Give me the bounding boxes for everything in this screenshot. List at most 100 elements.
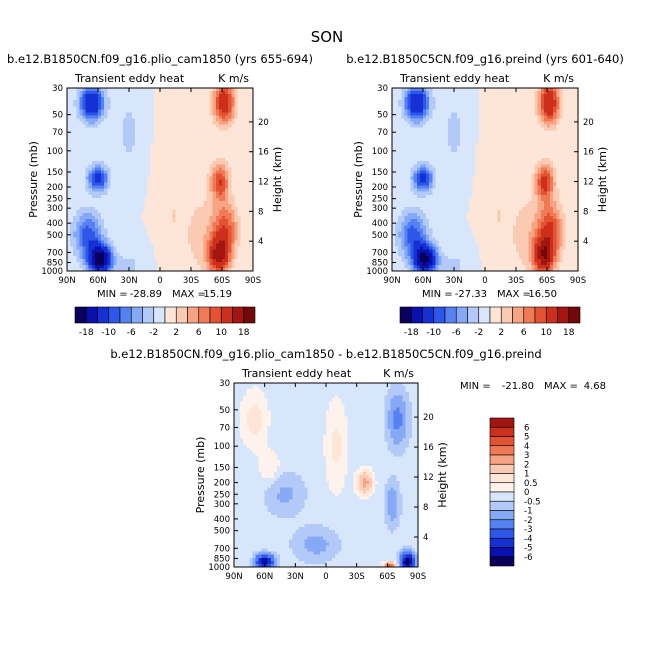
field-cell [104, 255, 108, 260]
field-cell [178, 103, 183, 107]
field-cell [395, 152, 399, 156]
field-cell [144, 88, 149, 92]
field-cell [457, 167, 461, 171]
field-cell [407, 133, 412, 138]
field-cell [423, 210, 427, 214]
field-cell [172, 112, 177, 117]
field-cell [225, 121, 229, 126]
field-cell [435, 158, 440, 162]
field-cell [200, 252, 204, 257]
field-cell [178, 264, 183, 269]
field-cell [450, 130, 455, 135]
field-cell [441, 133, 446, 138]
field-cell [444, 200, 449, 205]
field-cell [101, 231, 105, 235]
field-cell [150, 112, 155, 117]
field-cell [191, 145, 195, 150]
field-cell [98, 185, 102, 190]
field-cell [101, 264, 105, 269]
field-cell [70, 109, 74, 113]
field-cell [70, 213, 74, 217]
field-cell [132, 179, 136, 184]
field-cell [153, 100, 158, 104]
field-cell [101, 142, 105, 147]
field-cell [163, 210, 167, 214]
field-cell [156, 237, 161, 242]
field-cell [82, 136, 87, 141]
field-cell [153, 158, 158, 162]
field-cell [107, 210, 111, 214]
field-cell [85, 203, 90, 208]
field-cell [172, 261, 177, 266]
field-cell [419, 115, 424, 120]
field-cell [206, 237, 211, 242]
field-cell [237, 252, 242, 257]
field-cell [172, 182, 177, 187]
field-cell [70, 185, 74, 190]
field-cell [404, 188, 409, 193]
field-cell [135, 255, 139, 260]
field-cell [107, 255, 111, 260]
field-cell [200, 249, 204, 254]
field-cell [410, 264, 415, 269]
field-cell [435, 206, 440, 211]
field-cell [91, 246, 96, 251]
field-cell [454, 124, 458, 129]
field-cell [144, 240, 149, 245]
field-cell [228, 210, 232, 214]
field-cell [200, 173, 204, 178]
field-label: Transient eddy heat [74, 72, 185, 85]
field-cell [88, 170, 93, 174]
field-cell [392, 200, 396, 205]
field-cell [249, 161, 254, 165]
field-cell [228, 127, 232, 132]
field-cell [98, 139, 102, 144]
field-cell [85, 210, 90, 214]
field-cell [160, 267, 164, 272]
field-cell [150, 203, 155, 208]
field-cell [181, 103, 186, 107]
field-cell [166, 240, 170, 245]
field-cell [404, 261, 409, 266]
field-cell [392, 127, 396, 132]
field-cell [76, 194, 80, 199]
field-cell [454, 246, 458, 251]
field-cell [135, 240, 139, 245]
field-cell [423, 179, 427, 184]
field-cell [122, 200, 127, 205]
field-cell [67, 203, 71, 208]
field-cell [79, 100, 84, 104]
field-cell [122, 197, 127, 202]
field-cell [194, 246, 198, 251]
field-cell [240, 167, 245, 171]
field-cell [240, 94, 245, 98]
field-cell [113, 112, 118, 117]
field-cell [125, 182, 130, 187]
field-cell [209, 179, 214, 184]
field-cell [191, 118, 195, 123]
field-cell [401, 100, 405, 104]
field-cell [413, 264, 418, 269]
field-cell [104, 170, 108, 174]
field-cell [249, 182, 254, 187]
field-cell [398, 161, 402, 165]
field-cell [147, 264, 152, 269]
field-cell [454, 228, 458, 232]
field-cell [119, 152, 124, 156]
field-cell [197, 139, 201, 144]
field-cell [101, 243, 105, 248]
field-cell [91, 100, 96, 104]
field-cell [163, 197, 167, 202]
field-cell [129, 246, 133, 251]
field-cell [147, 145, 152, 150]
field-cell [392, 179, 396, 184]
field-cell [129, 255, 133, 260]
field-cell [447, 130, 452, 135]
field-cell [147, 191, 152, 196]
field-cell [410, 130, 415, 135]
field-cell [200, 197, 204, 202]
field-cell [101, 100, 105, 104]
field-cell [410, 222, 415, 226]
field-cell [169, 191, 173, 196]
field-cell [184, 222, 189, 226]
